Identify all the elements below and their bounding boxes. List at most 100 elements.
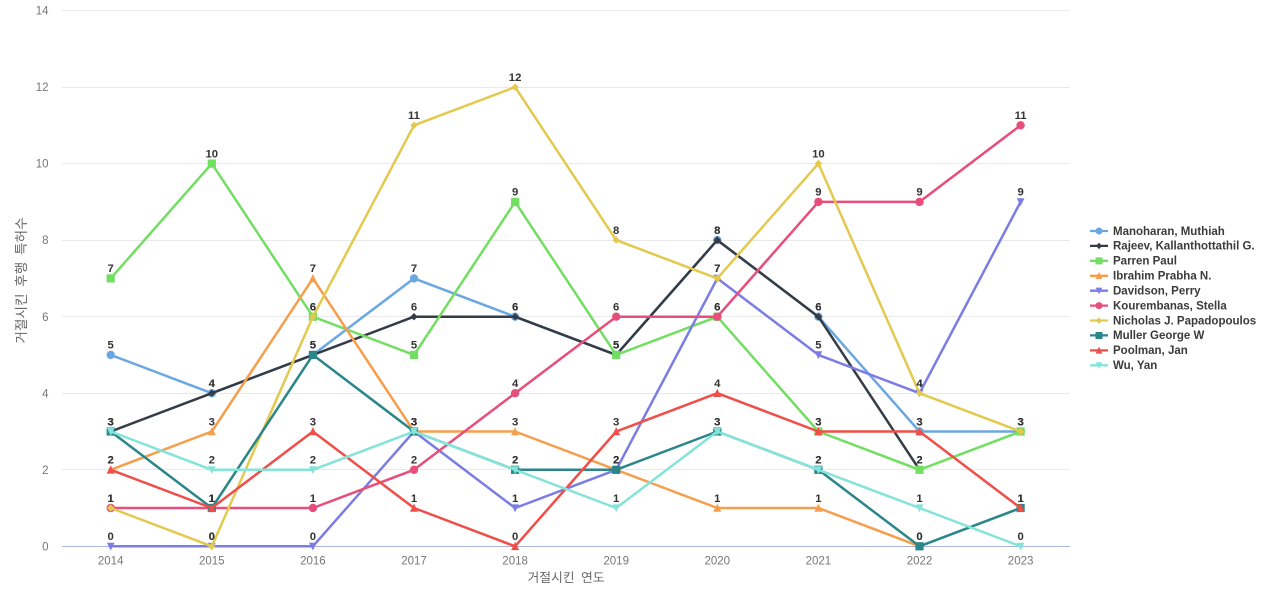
svg-text:4: 4: [209, 378, 216, 390]
svg-text:2: 2: [613, 455, 619, 467]
svg-text:3: 3: [411, 416, 417, 428]
svg-text:9: 9: [815, 187, 821, 199]
svg-text:10: 10: [206, 148, 219, 160]
svg-text:3: 3: [714, 416, 720, 428]
svg-text:14: 14: [36, 6, 49, 18]
svg-text:2: 2: [815, 455, 821, 467]
svg-text:3: 3: [108, 416, 114, 428]
svg-text:11: 11: [408, 110, 420, 122]
svg-text:2: 2: [310, 455, 316, 467]
svg-text:2: 2: [613, 455, 619, 467]
svg-text:3: 3: [1017, 416, 1023, 428]
svg-text:5: 5: [815, 340, 821, 352]
svg-text:3: 3: [108, 416, 114, 428]
svg-text:1: 1: [916, 493, 922, 505]
svg-text:4: 4: [916, 378, 923, 390]
svg-text:8: 8: [714, 225, 720, 237]
svg-text:3: 3: [411, 416, 417, 428]
svg-text:1: 1: [1017, 493, 1023, 505]
svg-text:5: 5: [310, 340, 316, 352]
svg-text:Kourembanas, Stella: Kourembanas, Stella: [1113, 300, 1227, 312]
svg-text:2: 2: [916, 455, 922, 467]
svg-text:3: 3: [916, 416, 922, 428]
svg-text:Wu, Yan: Wu, Yan: [1113, 360, 1157, 372]
svg-text:2020: 2020: [705, 556, 731, 568]
svg-text:3: 3: [108, 416, 114, 428]
svg-text:2: 2: [512, 455, 518, 467]
svg-text:6: 6: [512, 302, 518, 314]
svg-text:2018: 2018: [502, 556, 528, 568]
svg-text:12: 12: [509, 72, 522, 84]
svg-text:5: 5: [613, 340, 619, 352]
svg-text:5: 5: [108, 340, 114, 352]
svg-text:6: 6: [815, 302, 821, 314]
svg-text:1: 1: [209, 493, 215, 505]
svg-text:1: 1: [108, 493, 114, 505]
svg-text:11: 11: [1015, 110, 1027, 122]
svg-text:3: 3: [916, 416, 922, 428]
svg-text:Rajeev, Kallanthottathil G.: Rajeev, Kallanthottathil G.: [1113, 241, 1255, 253]
svg-text:7: 7: [411, 263, 417, 275]
svg-text:6: 6: [815, 302, 821, 314]
svg-text:3: 3: [1017, 416, 1023, 428]
svg-text:0: 0: [108, 531, 114, 543]
svg-text:4: 4: [209, 378, 216, 390]
svg-text:3: 3: [512, 416, 518, 428]
svg-text:2023: 2023: [1008, 556, 1034, 568]
svg-text:5: 5: [613, 340, 619, 352]
svg-text:3: 3: [1017, 416, 1023, 428]
svg-text:2: 2: [108, 455, 114, 467]
svg-text:6: 6: [714, 302, 720, 314]
svg-text:2: 2: [209, 455, 215, 467]
svg-text:7: 7: [108, 263, 114, 275]
svg-text:4: 4: [512, 378, 519, 390]
svg-text:0: 0: [916, 531, 922, 543]
svg-text:0: 0: [209, 531, 215, 543]
svg-text:10: 10: [36, 159, 49, 171]
svg-text:2: 2: [512, 455, 518, 467]
svg-text:3: 3: [411, 416, 417, 428]
svg-text:2: 2: [108, 455, 114, 467]
svg-text:3: 3: [815, 416, 821, 428]
svg-text:3: 3: [209, 416, 215, 428]
svg-text:4: 4: [714, 378, 721, 390]
svg-text:9: 9: [1017, 187, 1023, 199]
svg-text:1: 1: [613, 493, 619, 505]
svg-text:2: 2: [411, 455, 417, 467]
svg-text:6: 6: [512, 302, 518, 314]
svg-text:2: 2: [42, 465, 48, 477]
svg-text:8: 8: [714, 225, 720, 237]
svg-text:1: 1: [815, 493, 821, 505]
svg-text:2022: 2022: [907, 556, 933, 568]
svg-text:12: 12: [36, 82, 49, 94]
svg-text:2021: 2021: [806, 556, 832, 568]
svg-text:5: 5: [613, 340, 619, 352]
svg-text:1: 1: [209, 493, 215, 505]
svg-text:1: 1: [411, 493, 417, 505]
svg-text:Muller George W: Muller George W: [1113, 330, 1205, 342]
svg-text:6: 6: [411, 302, 417, 314]
svg-text:3: 3: [310, 416, 316, 428]
svg-text:4: 4: [42, 388, 49, 400]
svg-text:9: 9: [916, 187, 922, 199]
svg-text:8: 8: [613, 225, 619, 237]
svg-text:8: 8: [42, 235, 48, 247]
svg-text:1: 1: [209, 493, 215, 505]
svg-text:Nicholas J. Papadopoulos: Nicholas J. Papadopoulos: [1113, 315, 1256, 327]
svg-text:0: 0: [916, 531, 922, 543]
svg-text:6: 6: [310, 302, 316, 314]
svg-text:2015: 2015: [199, 556, 225, 568]
svg-text:3: 3: [815, 416, 821, 428]
svg-text:5: 5: [310, 340, 316, 352]
svg-text:10: 10: [812, 148, 825, 160]
svg-text:3: 3: [613, 416, 619, 428]
svg-text:1: 1: [512, 493, 518, 505]
svg-text:0: 0: [310, 531, 316, 543]
svg-text:6: 6: [714, 302, 720, 314]
svg-text:Manoharan, Muthiah: Manoharan, Muthiah: [1113, 226, 1225, 238]
svg-text:4: 4: [916, 378, 923, 390]
svg-text:3: 3: [411, 416, 417, 428]
svg-text:6: 6: [310, 302, 316, 314]
svg-text:2: 2: [613, 455, 619, 467]
svg-text:6: 6: [613, 302, 619, 314]
